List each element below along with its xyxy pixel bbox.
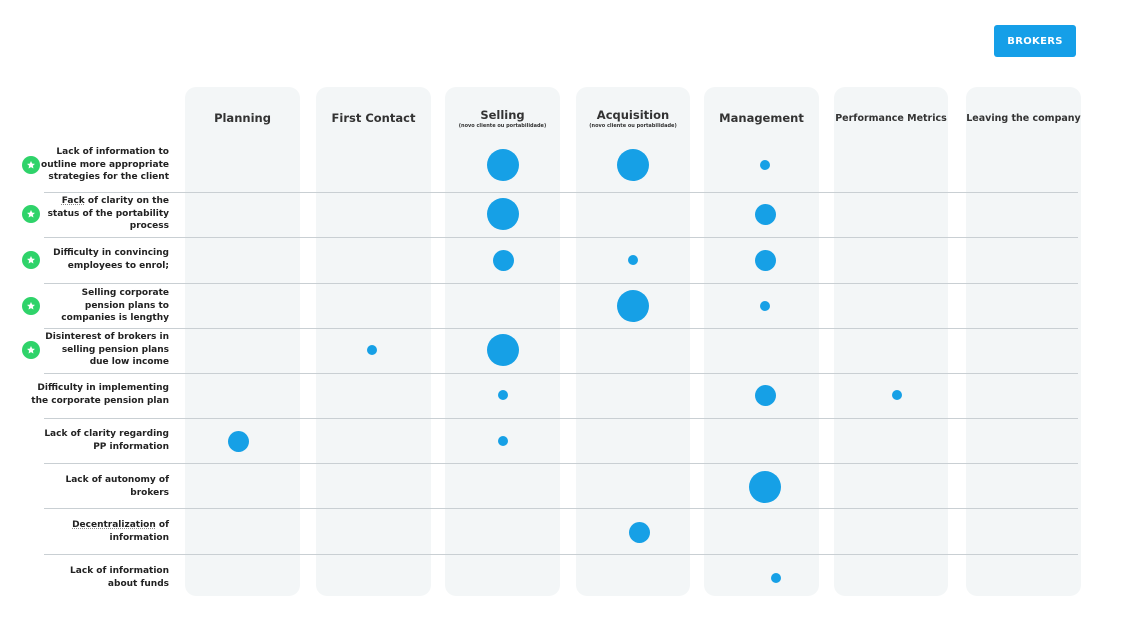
row-label-line: process xyxy=(129,221,169,232)
column-management xyxy=(704,87,819,596)
impact-dot-large xyxy=(749,471,781,503)
row-label-line: brokers xyxy=(130,487,169,498)
row-label-line: status of the portability xyxy=(47,208,169,219)
impact-dot-medium xyxy=(492,249,514,271)
row-label-line: Difficulty in implementing xyxy=(37,383,169,394)
row-label-line: Lack of information xyxy=(70,566,169,577)
column-subtitle: (novo cliente ou portabilidade) xyxy=(589,122,677,129)
row-divider xyxy=(44,192,1078,193)
row-label: Lack of autonomy of brokers xyxy=(30,474,169,500)
star-badge-icon xyxy=(22,156,40,174)
impact-dot-small xyxy=(771,573,781,583)
row-label-line: employees to enrol; xyxy=(67,260,169,271)
row-label: Lack of information to outline more appro… xyxy=(30,146,169,184)
row-label-line: PP information xyxy=(93,441,169,452)
column-title: First Contact xyxy=(331,111,416,125)
row-label-line: strategies for the client xyxy=(48,172,169,183)
column-title: Planning xyxy=(214,111,271,125)
star-badge-icon xyxy=(22,297,40,315)
row-label-line: Selling corporate xyxy=(81,287,169,298)
row-label: Decentralization of information xyxy=(30,519,169,545)
star-badge-icon xyxy=(22,341,40,359)
impact-dot-large xyxy=(487,334,519,366)
row-label-line: pension plans to xyxy=(84,300,169,311)
impact-dot-large xyxy=(487,198,519,230)
row-label-line: Lack of clarity regarding xyxy=(44,429,169,440)
row-divider xyxy=(44,463,1078,464)
column-title: Performance Metrics xyxy=(835,112,947,124)
row-divider xyxy=(44,373,1078,374)
row-label-line: outline more appropriate xyxy=(41,159,169,170)
row-label-line: companies is lengthy xyxy=(61,313,169,324)
column-title: Management xyxy=(719,111,804,125)
impact-dot-medium xyxy=(628,521,650,543)
impact-dot-small xyxy=(628,255,638,265)
column-planning xyxy=(185,87,300,596)
row-label: Selling corporate pension plans to compani… xyxy=(30,287,169,325)
column-header: Management xyxy=(694,100,829,136)
impact-dot-large xyxy=(617,290,649,322)
row-label: Difficulty in implementing the corporate … xyxy=(30,382,169,408)
impact-dot-small xyxy=(498,436,508,446)
row-divider xyxy=(44,554,1078,555)
row-label: Difficulty in convincing employees to enr… xyxy=(30,247,169,273)
column-header: Performance Metrics xyxy=(824,100,958,136)
row-label-line: information xyxy=(109,532,169,543)
column-header: First Contact xyxy=(306,100,441,136)
row-label-line: due low income xyxy=(89,357,169,368)
star-badge-icon xyxy=(22,205,40,223)
row-label: Lack of clarity regarding PP information xyxy=(30,428,169,454)
row-divider xyxy=(44,508,1078,509)
row-divider xyxy=(44,237,1078,238)
impact-dot-medium xyxy=(227,430,249,452)
row-label: Fack of clarity on the status of the port… xyxy=(30,195,169,233)
row-divider xyxy=(44,328,1078,329)
impact-dot-medium xyxy=(754,249,776,271)
impact-dot-small xyxy=(760,301,770,311)
row-label: Lack of information about funds xyxy=(30,565,169,591)
row-label-line: Decentralization of xyxy=(72,520,169,531)
impact-dot-medium xyxy=(754,384,776,406)
column-leaving-the-company xyxy=(966,87,1081,596)
column-performance-metrics xyxy=(834,87,948,596)
impact-dot-large xyxy=(617,149,649,181)
row-label-line: Fack of clarity on the xyxy=(61,195,169,206)
impact-dot-small xyxy=(367,345,377,355)
row-label-line: Lack of autonomy of xyxy=(65,475,169,486)
impact-dot-small xyxy=(498,390,508,400)
row-label-line: the corporate pension plan xyxy=(31,395,169,406)
impact-dot-large xyxy=(487,149,519,181)
row-label-line: Difficulty in convincing xyxy=(53,248,169,259)
row-divider xyxy=(44,418,1078,419)
impact-dot-medium xyxy=(754,203,776,225)
star-badge-icon xyxy=(22,251,40,269)
brokers-button[interactable]: BROKERS xyxy=(994,25,1076,57)
column-header: Planning xyxy=(175,100,310,136)
row-divider xyxy=(44,283,1078,284)
column-header: Selling (novo cliente ou portabilidade) xyxy=(435,100,570,136)
column-first-contact xyxy=(316,87,431,596)
impact-dot-small xyxy=(892,390,902,400)
column-subtitle: (novo cliente ou portabilidade) xyxy=(458,122,547,129)
row-label-line: selling pension plans xyxy=(61,344,169,355)
row-label-line: about funds xyxy=(107,578,169,589)
column-title: Acquisition xyxy=(596,107,670,122)
column-title: Selling xyxy=(480,107,525,122)
column-title: Leaving the company xyxy=(966,112,1081,124)
column-header: Acquisition (novo cliente ou portabilidad… xyxy=(566,100,700,136)
row-label: Disinterest of brokers in selling pension… xyxy=(30,331,169,369)
column-header: Leaving the company xyxy=(956,100,1091,136)
row-label-line: Lack of information to xyxy=(56,146,169,157)
impact-dot-small xyxy=(760,160,770,170)
row-label-line: Disinterest of brokers in xyxy=(45,331,169,342)
